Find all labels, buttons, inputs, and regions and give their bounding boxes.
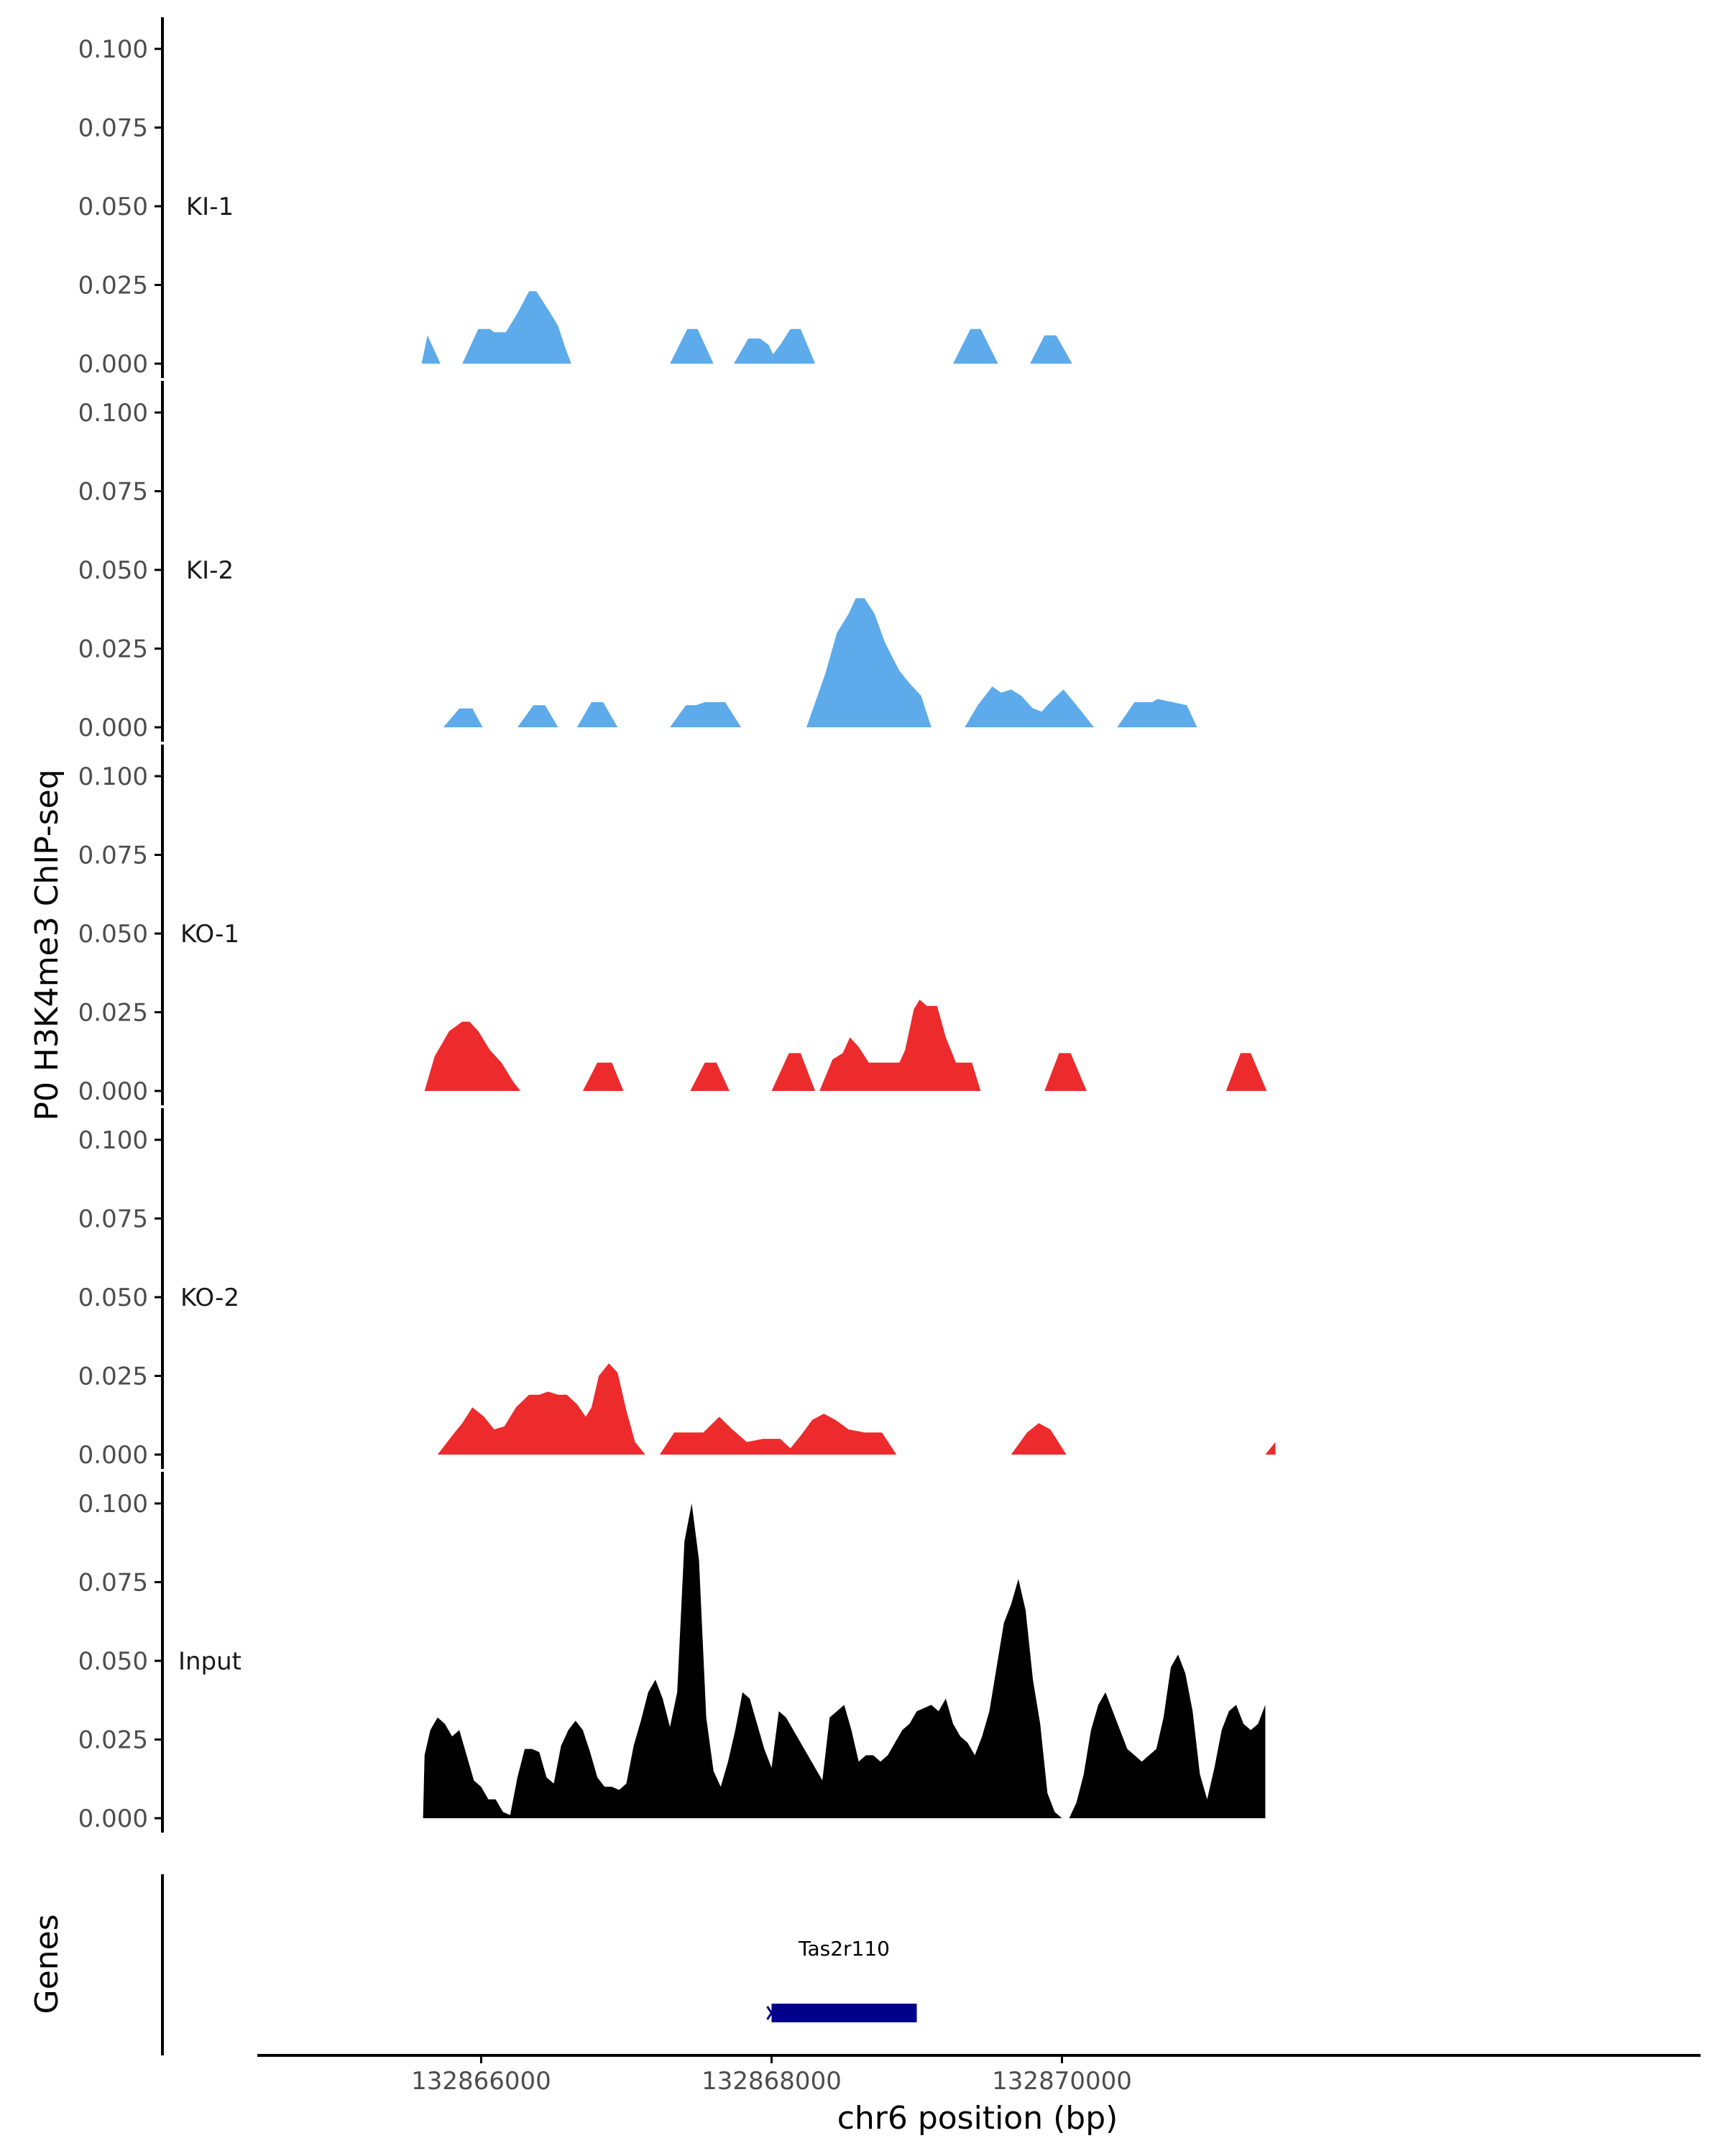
tracks-layer: 0.0000.0250.0500.0750.100KI-10.0000.0250… — [78, 17, 1498, 1833]
track-ko-2: 0.000 0.025 0.050 0.075 0.100 KO-2 — [78, 1108, 1276, 1470]
y-tick-label: 0.050 — [78, 193, 148, 221]
signal-area — [443, 598, 1498, 727]
track-input: 0.000 0.025 0.050 0.075 0.100 Input — [78, 1472, 1266, 1833]
y-tick-label: 0.075 — [78, 1569, 148, 1598]
track-label: KO-2 — [180, 1284, 239, 1312]
genes-panel: Genes Tas2r110 — [29, 1874, 917, 2055]
y-tick-label: 0.025 — [78, 272, 148, 300]
gene-tas2r110: Tas2r110 — [766, 1937, 917, 2022]
signal-area — [421, 291, 1072, 364]
y-tick-label: 0.100 — [78, 1490, 148, 1519]
x-tick-label: 132866000 — [411, 2067, 551, 2096]
x-axis: 132866000 132868000 132870000 — [257, 2054, 1701, 2096]
y-tick-label: 0.025 — [78, 635, 148, 664]
track-ki-2: 0.000 0.025 0.050 0.075 0.100 KI-2 — [78, 381, 1498, 742]
track-ko-1: 0.000 0.025 0.050 0.075 0.100 KO-1 — [78, 745, 1267, 1106]
y-tick-label: 0.025 — [78, 999, 148, 1028]
signal-area — [423, 1503, 1266, 1818]
genes-panel-title: Genes — [29, 1914, 65, 2014]
y-tick-label: 0.075 — [78, 478, 148, 507]
track-label: KI-2 — [186, 556, 234, 585]
y-tick-label: 0.000 — [78, 1441, 148, 1470]
y-tick-label: 0.100 — [78, 1126, 148, 1155]
y-tick-label: 0.000 — [78, 714, 148, 742]
x-tick-label: 132870000 — [992, 2067, 1132, 2096]
y-tick-label: 0.075 — [78, 842, 148, 870]
y-axis-title: P0 H3K4me3 ChIP-seq — [29, 769, 65, 1120]
y-tick-label: 0.050 — [78, 920, 148, 949]
track-label: KO-1 — [180, 920, 239, 949]
signal-area — [437, 1363, 1276, 1455]
track-label: Input — [178, 1647, 242, 1676]
y-tick-label: 0.100 — [78, 399, 148, 428]
track-ki-1: 0.000 0.025 0.050 0.075 0.100 KI-1 — [78, 17, 1072, 379]
gene-label: Tas2r110 — [798, 1937, 890, 1961]
x-tick-label: 132868000 — [702, 2067, 842, 2096]
y-tick-label: 0.000 — [78, 1077, 148, 1106]
y-tick-label: 0.075 — [78, 1205, 148, 1234]
y-tick-label: 0.050 — [78, 1284, 148, 1312]
gene-strand-mark — [766, 2006, 777, 2020]
y-tick-label: 0.100 — [78, 35, 148, 64]
gene-body — [771, 2004, 917, 2022]
y-tick-label: 0.000 — [78, 350, 148, 379]
y-tick-label: 0.025 — [78, 1363, 148, 1391]
track-label: KI-1 — [186, 193, 234, 221]
x-axis-title: chr6 position (bp) — [837, 2100, 1118, 2137]
y-tick-label: 0.050 — [78, 1647, 148, 1676]
y-tick-label: 0.000 — [78, 1805, 148, 1833]
y-tick-label: 0.025 — [78, 1726, 148, 1755]
y-tick-label: 0.050 — [78, 556, 148, 585]
y-tick-label: 0.100 — [78, 763, 148, 791]
y-tick-label: 0.075 — [78, 114, 148, 143]
signal-area — [424, 1000, 1267, 1091]
